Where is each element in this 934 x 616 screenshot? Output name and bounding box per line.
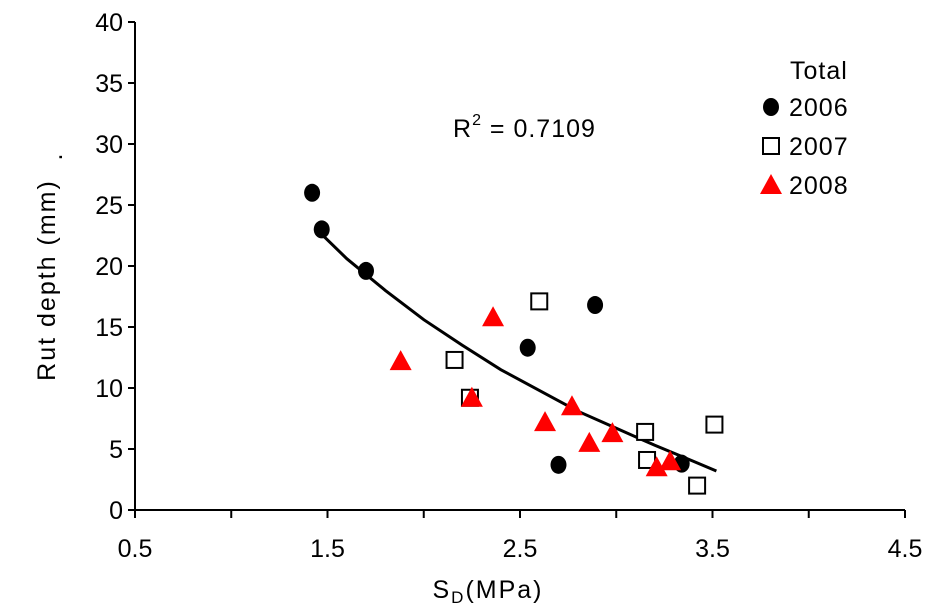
point-2007 xyxy=(445,350,464,369)
point-2008 xyxy=(645,456,668,477)
point-2007 xyxy=(636,422,655,441)
legend-marker-2007 xyxy=(762,137,780,155)
axes: 0 5 10 15 20 25 30 35 40 0.5 1.5 2.5 3.5 4.5 xyxy=(95,9,922,563)
r-squared-superscript: 2 xyxy=(472,112,482,129)
x-tick-label: 3.5 xyxy=(695,535,730,563)
y-tick-label: 15 xyxy=(95,314,123,342)
y-tick-label: 20 xyxy=(95,253,123,281)
point-2008 xyxy=(601,422,624,443)
x-tick-label: 0.5 xyxy=(118,535,153,563)
x-axis-title-main: S xyxy=(432,576,451,604)
legend-label-2006: 2006 xyxy=(789,94,849,122)
point-2007 xyxy=(705,415,724,434)
point-2006 xyxy=(313,220,330,239)
point-2006 xyxy=(358,261,374,280)
point-2008 xyxy=(578,431,601,452)
y-tick-label: 5 xyxy=(109,436,123,464)
point-2007 xyxy=(530,292,549,311)
legend-title: Total xyxy=(790,57,848,85)
legend: Total 2006 2007 2008 xyxy=(760,57,849,200)
y-tick-label: 40 xyxy=(95,9,123,37)
y-axis-title-trailing-mark: . xyxy=(40,152,68,161)
legend-label-2007: 2007 xyxy=(789,133,849,161)
x-axis-title-subscript: D xyxy=(451,588,465,607)
data-points xyxy=(304,183,724,495)
trendline-layer xyxy=(320,233,717,473)
point-2008 xyxy=(482,306,505,327)
legend-marker-2008 xyxy=(760,174,782,194)
x-tick-label: 1.5 xyxy=(310,535,345,563)
r-squared-prefix: R xyxy=(453,115,472,143)
y-tick-label: 10 xyxy=(95,375,123,403)
point-2008 xyxy=(389,350,412,371)
trendline xyxy=(320,233,717,473)
point-2008 xyxy=(460,386,483,407)
x-tick-label: 4.5 xyxy=(888,535,923,563)
r-squared-value: = 0.7109 xyxy=(482,115,596,143)
y-tick-label: 30 xyxy=(95,131,123,159)
y-axis-title: Rut depth (mm) xyxy=(33,179,61,381)
point-2006 xyxy=(519,338,536,357)
point-2008 xyxy=(659,450,682,471)
r-squared-annotation: R2 = 0.7109 xyxy=(453,112,596,143)
point-2007 xyxy=(688,476,707,495)
point-2008 xyxy=(560,395,583,416)
point-2006 xyxy=(304,183,321,202)
y-tick-label: 35 xyxy=(95,70,123,98)
x-axis-title-unit: (MPa) xyxy=(465,576,543,604)
y-tick-label: 25 xyxy=(95,192,123,220)
x-axis-title: SD(MPa) xyxy=(432,576,543,607)
point-2008 xyxy=(534,411,557,432)
point-2006 xyxy=(550,455,567,474)
legend-marker-2006 xyxy=(763,98,779,116)
y-tick-label: 0 xyxy=(109,497,123,525)
point-2006 xyxy=(587,296,604,315)
legend-label-2008: 2008 xyxy=(789,172,849,200)
x-tick-label: 2.5 xyxy=(503,535,538,563)
